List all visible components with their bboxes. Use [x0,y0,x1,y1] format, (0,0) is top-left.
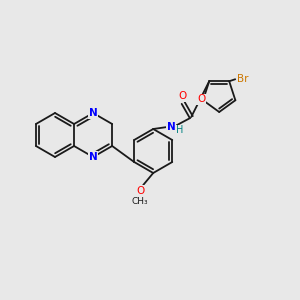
Text: N: N [89,108,98,118]
Text: CH₃: CH₃ [132,196,148,206]
Text: O: O [197,94,205,104]
Text: O: O [136,186,144,196]
Text: H: H [176,125,183,135]
Text: N: N [89,152,98,162]
Text: Br: Br [238,74,249,84]
Text: N: N [167,122,176,132]
Text: O: O [178,91,186,101]
